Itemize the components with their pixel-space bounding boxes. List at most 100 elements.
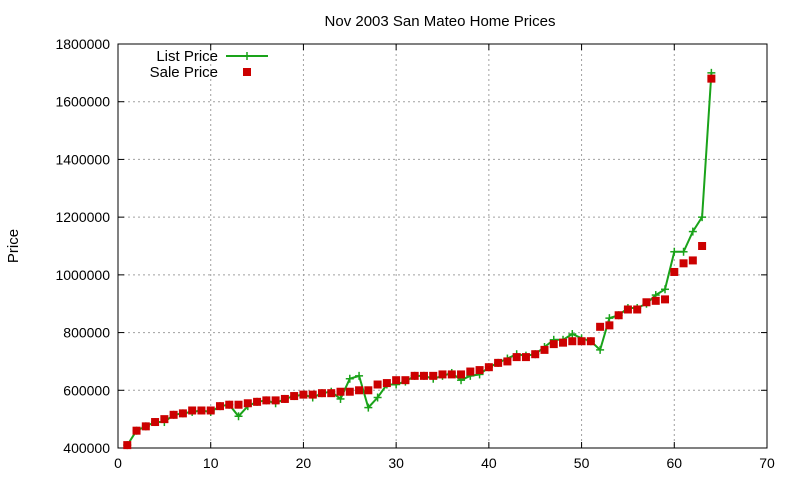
- data-point-sale-price: [447, 370, 456, 379]
- y-tick-label: 400000: [63, 440, 110, 456]
- data-point-sale-price: [540, 345, 549, 354]
- y-tick-label: 1600000: [55, 94, 110, 110]
- data-point-sale-price: [661, 295, 670, 304]
- series-line-list-price: [126, 72, 713, 446]
- data-point-list-price: [345, 374, 354, 383]
- data-point-sale-price: [457, 370, 466, 379]
- data-point-sale-price: [521, 353, 530, 362]
- x-tick-label: 70: [759, 455, 775, 471]
- series-list-price: [123, 68, 716, 450]
- grid: [118, 44, 767, 448]
- data-point-list-price: [605, 314, 614, 323]
- data-point-sale-price: [392, 376, 401, 385]
- data-point-sale-price: [494, 358, 503, 367]
- x-tick-label: 50: [574, 455, 590, 471]
- x-tick-label: 20: [296, 455, 312, 471]
- data-point-sale-price: [345, 387, 354, 396]
- data-point-list-price: [698, 213, 707, 222]
- data-point-sale-price: [466, 367, 475, 376]
- data-point-sale-price: [169, 410, 178, 419]
- data-point-sale-price: [280, 394, 289, 403]
- x-tick-label: 40: [481, 455, 497, 471]
- data-point-list-price: [234, 412, 243, 421]
- data-point-sale-price: [438, 370, 447, 379]
- data-point-sale-price: [355, 386, 364, 395]
- data-point-list-price: [364, 403, 373, 412]
- data-point-sale-price: [271, 396, 280, 405]
- data-point-list-price: [336, 394, 345, 403]
- y-tick-label: 1200000: [55, 209, 110, 225]
- data-point-sale-price: [568, 337, 577, 346]
- data-point-sale-price: [429, 371, 438, 380]
- data-point-sale-price: [475, 366, 484, 375]
- data-point-list-price: [688, 227, 697, 236]
- data-point-sale-price: [410, 371, 419, 380]
- data-point-sale-price: [577, 337, 586, 346]
- x-tick-label: 10: [203, 455, 219, 471]
- data-point-sale-price: [188, 406, 197, 415]
- data-point-sale-price: [633, 305, 642, 314]
- chart-title: Nov 2003 San Mateo Home Prices: [325, 13, 556, 30]
- data-point-sale-price: [373, 380, 382, 389]
- data-point-sale-price: [308, 390, 317, 399]
- data-point-sale-price: [605, 321, 614, 330]
- data-point-sale-price: [132, 426, 141, 435]
- data-point-sale-price: [679, 259, 688, 268]
- data-point-sale-price: [642, 298, 651, 307]
- data-point-list-price: [670, 247, 679, 256]
- data-point-sale-price: [688, 256, 697, 265]
- data-point-sale-price: [364, 386, 373, 395]
- data-point-sale-price: [262, 396, 271, 405]
- y-tick-label: 1000000: [55, 267, 110, 283]
- data-point-sale-price: [596, 322, 605, 331]
- axis-ticks: 0 10 20 30 40 50 60 70 400000 600000 800000 1000000…: [55, 36, 775, 471]
- data-point-sale-price: [123, 441, 132, 450]
- data-point-sale-price: [512, 353, 521, 362]
- data-point-sale-price: [670, 267, 679, 276]
- data-point-sale-price: [651, 296, 660, 305]
- data-point-list-price: [679, 247, 688, 256]
- data-point-sale-price: [290, 392, 299, 401]
- legend-square-marker: [243, 68, 251, 76]
- data-point-sale-price: [623, 305, 632, 314]
- y-tick-label: 1400000: [55, 151, 110, 167]
- data-point-sale-price: [317, 389, 326, 398]
- data-point-sale-price: [141, 422, 150, 431]
- series-sale-price: [123, 74, 716, 450]
- data-point-sale-price: [215, 402, 224, 411]
- data-point-sale-price: [549, 340, 558, 349]
- y-tick-label: 800000: [63, 325, 110, 341]
- data-point-sale-price: [382, 379, 391, 388]
- data-point-list-price: [568, 330, 577, 339]
- data-point-sale-price: [336, 387, 345, 396]
- data-point-sale-price: [559, 338, 568, 347]
- data-point-sale-price: [531, 350, 540, 359]
- data-point-sale-price: [234, 400, 243, 409]
- legend-swatch-sale-price: [243, 68, 251, 76]
- y-tick-label: 1800000: [55, 36, 110, 52]
- data-point-sale-price: [586, 337, 595, 346]
- data-point-sale-price: [401, 376, 410, 385]
- series: [123, 68, 716, 450]
- data-point-sale-price: [614, 311, 623, 320]
- x-tick-label: 30: [388, 455, 404, 471]
- data-point-sale-price: [197, 406, 206, 415]
- legend-swatch-list-price: [226, 52, 268, 60]
- data-point-sale-price: [419, 371, 428, 380]
- data-point-list-price: [661, 285, 670, 294]
- data-point-sale-price: [327, 389, 336, 398]
- legend: List Price Sale Price: [150, 48, 268, 81]
- y-tick-label: 600000: [63, 382, 110, 398]
- data-point-list-price: [373, 393, 382, 402]
- data-point-sale-price: [698, 242, 707, 250]
- data-point-list-price: [355, 371, 364, 380]
- plot-border: [117, 43, 768, 449]
- data-point-sale-price: [225, 400, 234, 409]
- data-point-sale-price: [206, 406, 215, 415]
- data-point-sale-price: [151, 418, 160, 427]
- x-tick-label: 60: [666, 455, 682, 471]
- legend-plus-marker: [243, 52, 251, 60]
- data-point-sale-price: [503, 357, 512, 366]
- data-point-sale-price: [178, 409, 187, 418]
